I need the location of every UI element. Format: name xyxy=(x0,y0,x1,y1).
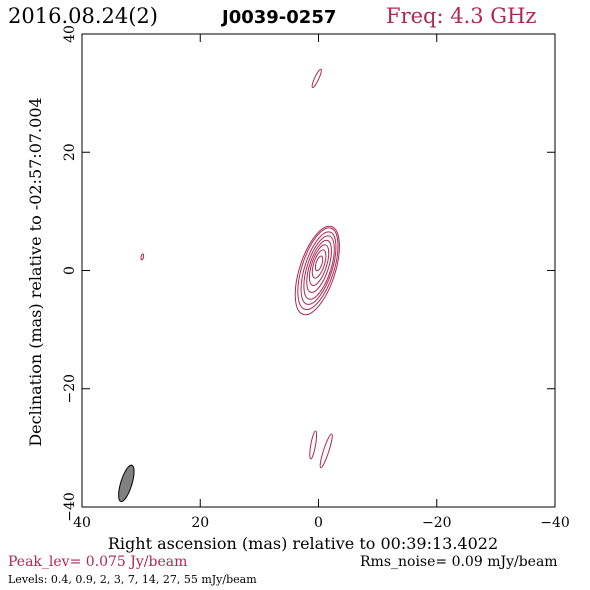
x-tick-label: −40 xyxy=(540,515,570,531)
contour-level xyxy=(294,225,340,316)
rms-noise: Rms_noise= 0.09 mJy/beam xyxy=(360,554,558,570)
x-tick-label: −20 xyxy=(422,515,452,531)
x-tick-label: 40 xyxy=(73,515,91,531)
axis-ticks xyxy=(81,33,556,508)
source-name: J0039-0257 xyxy=(220,7,336,28)
contour-level xyxy=(306,239,332,293)
minor-contour xyxy=(311,68,322,88)
y-tick-label: 20 xyxy=(62,143,78,161)
frequency-label: Freq: 4.3 GHz xyxy=(386,4,536,28)
x-tick-label: 0 xyxy=(314,515,323,531)
contour-level xyxy=(303,235,335,300)
y-tick-label: 40 xyxy=(62,25,78,43)
y-axis-label: Declination (mas) relative to -02:57:07.… xyxy=(26,97,45,446)
contour-level xyxy=(300,231,337,305)
y-tick-label: −20 xyxy=(62,374,78,404)
observation-date: 2016.08.24(2) xyxy=(8,4,158,28)
minor-contour xyxy=(309,430,318,460)
y-tick-label: 0 xyxy=(62,266,78,275)
x-axis-label: Right ascension (mas) relative to 00:39:… xyxy=(108,534,498,553)
contour-level xyxy=(311,249,327,279)
y-tick-label: −40 xyxy=(62,492,78,522)
contour-level xyxy=(297,227,339,311)
beam-shape xyxy=(118,464,135,503)
peak-level: Peak_lev= 0.075 Jy/beam xyxy=(8,554,187,570)
source-contours xyxy=(140,68,340,469)
x-tick-label: 20 xyxy=(191,515,209,531)
minor-contour xyxy=(140,253,145,261)
contour-level xyxy=(308,244,330,287)
contour-levels: Levels: 0.4, 0.9, 2, 3, 7, 14, 27, 55 mJ… xyxy=(8,573,257,586)
x-tick-labels: 40 20 0 −20 −40 xyxy=(73,515,570,531)
minor-contour xyxy=(319,433,333,469)
beam-ellipse xyxy=(118,464,135,503)
contour-level xyxy=(314,255,324,272)
y-tick-labels: −40 −20 0 20 40 xyxy=(62,25,78,522)
